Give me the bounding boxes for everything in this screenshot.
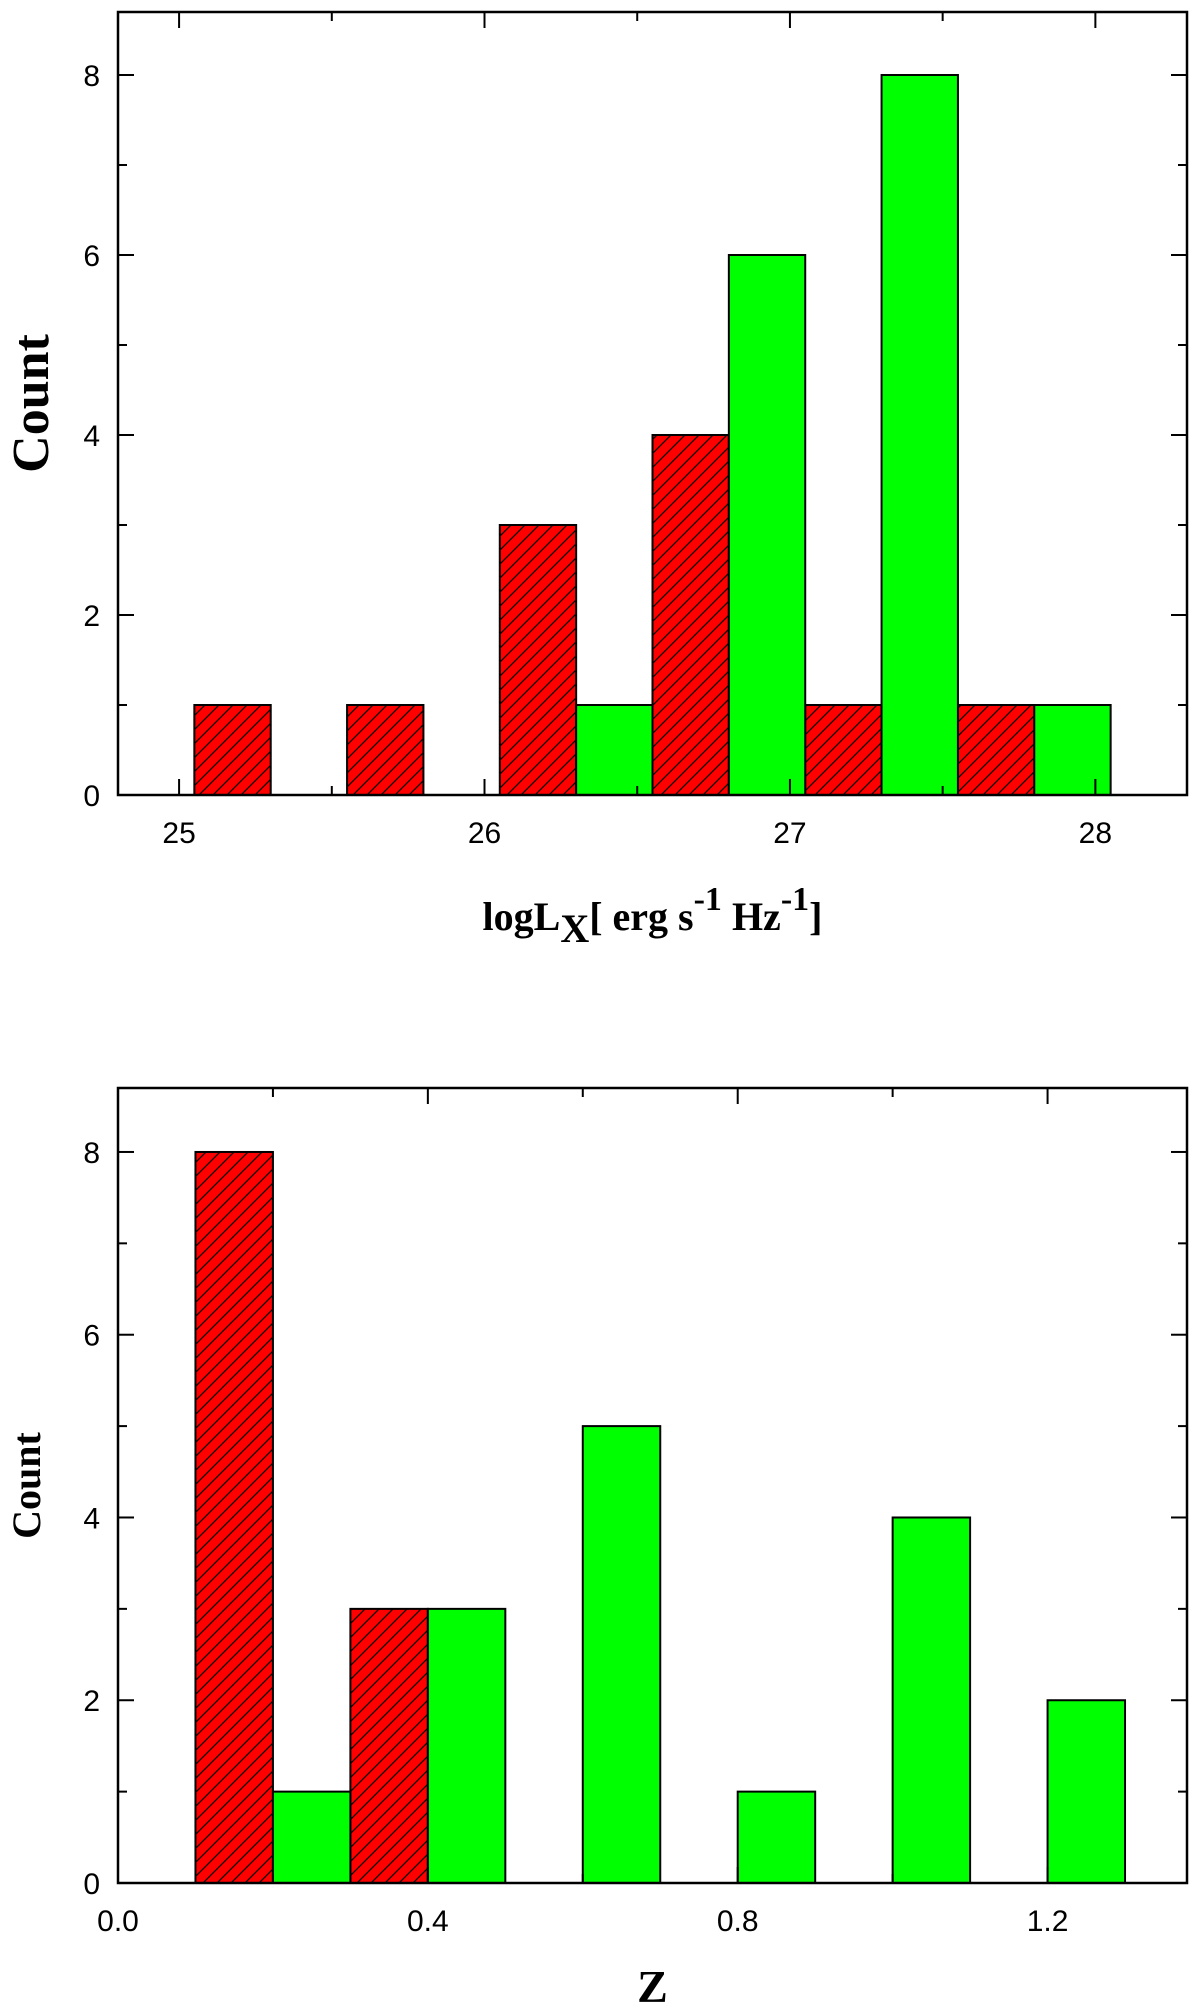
y-tick-label: 8: [83, 60, 100, 93]
x-tick-label: 0.0: [97, 1905, 139, 1938]
ticks-group: 0.0 0.4 0.8 1.2 0 2 4 6 8: [83, 1088, 1187, 1938]
x-label-sup1: -1: [694, 881, 722, 918]
red-hatched-bar: [349, 1607, 429, 1884]
red-hatched-bar: [498, 524, 578, 796]
x-label-unit: Hz: [722, 894, 781, 939]
red-hatched-bar: [346, 704, 425, 796]
green-bar: [1046, 1699, 1127, 1884]
y-tick-label: 2: [83, 600, 100, 633]
x-tick-label: 27: [773, 817, 806, 850]
y-axis-label: Count: [4, 1431, 49, 1538]
x-label-mid: [ erg s: [589, 894, 693, 939]
green-bar: [426, 1607, 507, 1884]
green-bar: [581, 1425, 662, 1884]
plot-frame: [116, 10, 1189, 797]
green-bar: [727, 254, 807, 796]
ticks-group: 25 26 27 28 0 2 4 6 8: [83, 12, 1187, 850]
red-hatched-bar: [194, 1150, 274, 1885]
y-tick-label: 4: [83, 420, 100, 453]
y-axis-label: Count: [3, 333, 60, 472]
x-label-sub: X: [560, 906, 589, 951]
x-tick-label: 0.8: [717, 1905, 759, 1938]
green-bar: [271, 1790, 352, 1885]
green-bar: [880, 74, 959, 796]
bars-group: [194, 1150, 1127, 1885]
green-bar: [891, 1516, 972, 1885]
x-tick-label: 1.2: [1027, 1905, 1069, 1938]
y-tick-label: 2: [83, 1685, 100, 1718]
x-label-end: ]: [809, 894, 822, 939]
x-tick-label: 0.4: [407, 1905, 449, 1938]
x-tick-label: 28: [1079, 817, 1112, 850]
green-bar: [575, 704, 654, 796]
x-label-main: logL: [483, 894, 561, 939]
red-hatched-bar: [804, 704, 883, 796]
green-bar: [1033, 704, 1112, 796]
y-tick-label: 8: [83, 1137, 100, 1170]
y-tick-label: 0: [83, 780, 100, 813]
x-axis-label: logLX[ erg s-1 Hz-1]: [483, 881, 823, 951]
x-axis-label: Z: [637, 1961, 668, 2009]
x-tick-label: 25: [162, 817, 195, 850]
red-hatched-bar: [956, 704, 1036, 796]
y-tick-label: 4: [83, 1502, 100, 1535]
x-tick-label: 26: [468, 817, 501, 850]
histogram-redshift: 0.0 0.4 0.8 1.2 0 2 4 6 8 Count Z: [4, 1086, 1189, 2009]
red-hatched-bar: [651, 434, 730, 796]
y-tick-label: 0: [83, 1868, 100, 1901]
plot-frame: [116, 1086, 1189, 1885]
red-hatched-bar: [193, 704, 272, 796]
bars-group: [193, 74, 1112, 796]
x-label-sup2: -1: [781, 881, 809, 918]
green-bar: [736, 1790, 817, 1885]
y-tick-label: 6: [83, 240, 100, 273]
y-tick-label: 6: [83, 1320, 100, 1353]
